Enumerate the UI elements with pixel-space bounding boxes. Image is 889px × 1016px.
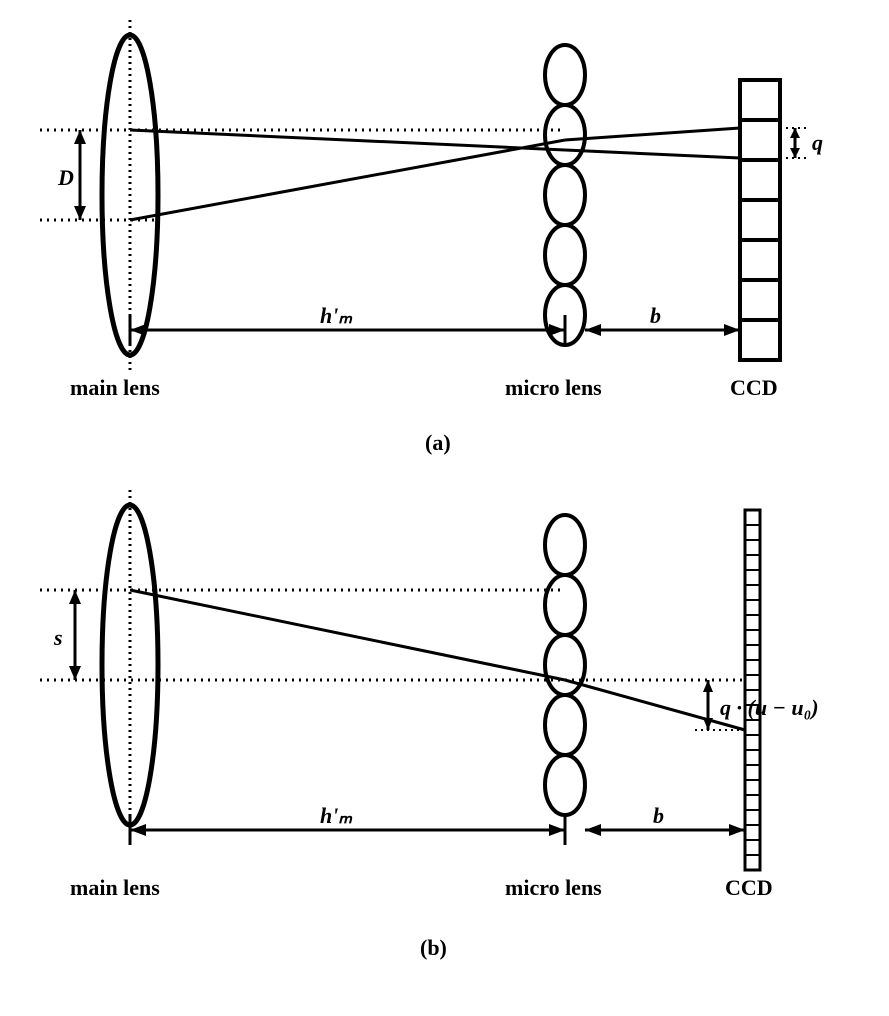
label-ccd-a: CCD [730,375,778,400]
ccd-array-a [740,80,780,360]
dim-hm-a: h'ₘ [130,303,565,345]
optics-diagram: D q h'ₘ b main lens micro lens CCD (a) [20,20,869,996]
ray-a-2b [565,128,740,140]
label-q: q [812,130,823,155]
label-b-a: b [650,303,661,328]
dim-hm-b: h'ₘ [130,803,565,845]
panel-b: s q · (u − u₀) h'ₘ b main lens micro len… [40,490,819,960]
label-b-b: b [653,803,664,828]
dim-s: s [53,590,81,680]
caption-a: (a) [425,430,451,455]
label-hm-b: h'ₘ [320,803,353,828]
micro-lens-array-b [545,515,585,815]
micro-lens-array-a [545,45,585,345]
caption-b: (b) [420,935,447,960]
dim-d: D [57,130,86,220]
dim-b-b: b [585,803,745,845]
diagram-svg: D q h'ₘ b main lens micro lens CCD (a) [20,20,869,996]
label-main-lens-a: main lens [70,375,160,400]
ray-a-1b [565,150,740,158]
dim-q: q [780,128,823,158]
ray-b-1 [130,590,565,680]
ray-a-2 [130,140,565,220]
label-micro-lens-a: micro lens [505,375,602,400]
label-ccd-b: CCD [725,875,773,900]
label-d: D [57,165,74,190]
label-main-lens-b: main lens [70,875,160,900]
ray-a-1 [130,130,565,150]
ccd-array-b [745,510,760,870]
panel-a: D q h'ₘ b main lens micro lens CCD (a) [40,20,823,455]
label-s: s [53,625,63,650]
label-qu: q · (u − u₀) [720,695,819,720]
label-micro-lens-b: micro lens [505,875,602,900]
ray-b-1b [565,680,745,730]
dim-b-a: b [585,303,740,345]
label-hm-a: h'ₘ [320,303,353,328]
